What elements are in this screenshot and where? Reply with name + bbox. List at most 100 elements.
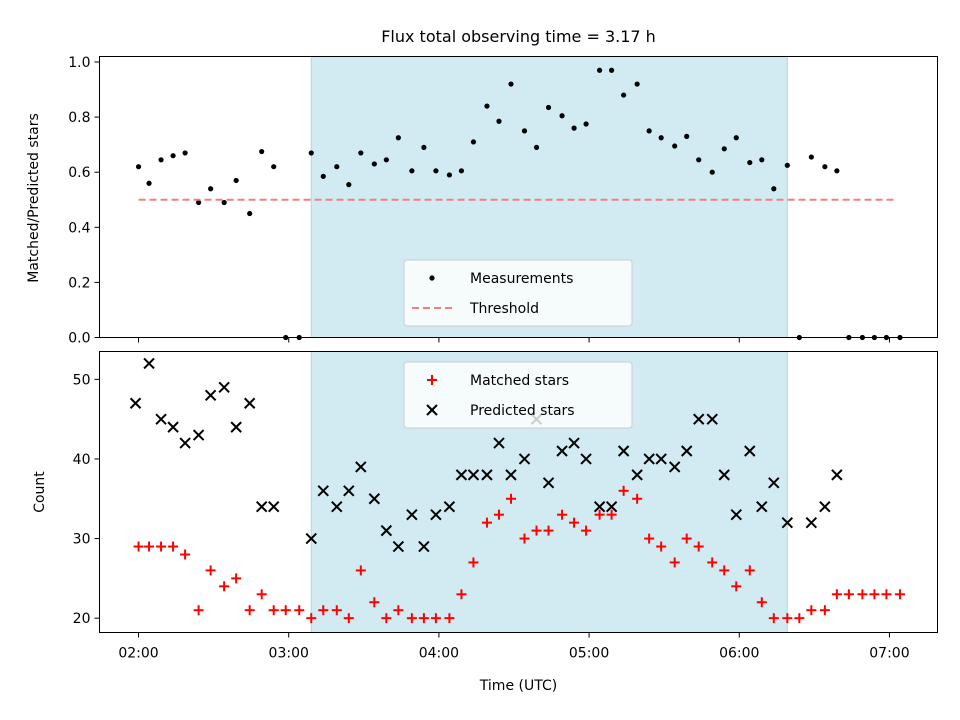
predicted-stars-point [467,469,480,481]
predicted-stars-point [643,453,655,465]
matched-stars-point [831,589,842,600]
predicted-stars-point [580,453,592,465]
measurement-point [334,164,340,170]
measurement-point [759,157,765,163]
top-y-axis-label: Matched/Predicted stars [26,113,42,283]
xtick-label: 02:00 [118,646,158,662]
measurement-point [733,135,739,141]
measurement-point [533,144,540,151]
matched-stars-point [632,493,643,504]
measurement-point [135,164,142,170]
measurement-point [484,103,490,109]
measurement-point [358,150,364,156]
matched-stars-point [144,541,155,552]
measurement-point [747,159,753,166]
predicted-stars-point [481,469,493,481]
matched-stars-point [156,541,167,552]
matched-stars-point [681,533,692,544]
predicted-stars-point [631,469,643,481]
matched-stars-point [519,533,530,544]
measurement-point [170,153,176,159]
matched-stars-point [693,541,704,552]
measurement-point [259,148,265,155]
predicted-stars-point [781,516,794,529]
predicted-stars-point [243,397,256,409]
measurement-point [771,186,777,192]
predicted-stars-point [455,469,468,481]
matched-stars-point [456,589,467,600]
matched-stars-point [219,581,230,592]
matched-stars-point [557,509,568,520]
legend-label: Matched stars [470,373,569,389]
matched-stars-point [418,613,429,624]
measurement-point [609,67,615,73]
legend-predicted-swatch [426,404,438,416]
legend-frame [403,259,633,327]
measurement-point [470,139,477,145]
predicted-stars-point [368,493,381,505]
predicted-stars-point [418,540,430,553]
predicted-stars-point [706,413,718,425]
predicted-stars-point [167,421,179,433]
matched-stars-point [731,581,742,592]
matched-stars-point [268,605,279,616]
measurement-point [146,180,152,186]
predicted-stars-point [392,540,405,553]
predicted-stars-point [518,453,531,465]
matched-stars-point [369,597,380,608]
matched-stars-point [806,605,817,616]
measurement-point [658,135,664,141]
bottom-ytick-label: 20 [73,611,91,627]
predicted-stars-point [143,357,155,370]
matched-stars-point [794,613,805,624]
xtick-label: 06:00 [719,646,759,662]
bottom-ytick-label: 40 [73,452,91,468]
top-series-measurements [135,67,903,341]
matched-stars-point [406,613,417,624]
predicted-stars-point [819,501,831,513]
measurement-point [196,199,202,206]
matched-stars-point [894,589,905,600]
predicted-stars-point [730,508,742,521]
predicted-stars-point [542,477,555,489]
predicted-stars-point [129,397,142,409]
predicted-stars-point [668,461,681,473]
matched-stars-point [594,509,605,520]
legend-label: Predicted stars [470,403,575,419]
top-ytick-label: 0.6 [68,165,90,181]
top-axes-frame [99,56,938,338]
bottom-axes-frame [99,351,938,633]
measurement-point [182,150,188,156]
predicted-stars-point [568,437,580,449]
predicted-stars-point [204,389,217,401]
measurement-point [421,144,427,151]
matched-stars-point [869,589,880,600]
measurement-point [458,168,465,174]
top-legend: Measurements Threshold [403,259,633,327]
top-ytick-label: 0.2 [68,275,90,291]
predicted-stars-point [192,429,205,441]
top-ytick-label: 0.4 [68,220,90,236]
predicted-stars-point [406,508,418,521]
measurement-point [346,182,352,188]
measurement-point [409,168,415,174]
predicted-stars-point [505,469,517,481]
matched-stars-point [481,517,492,528]
predicted-stars-point [617,445,630,457]
matched-stars-point [719,565,730,576]
legend-matched-swatch [427,375,437,385]
matched-stars-point [244,605,255,616]
predicted-stars-point [805,516,818,529]
predicted-stars-point [355,461,367,473]
measurement-point [371,161,377,167]
measurement-point [621,92,627,98]
bottom-ytick-label: 30 [73,532,91,548]
top-chart-title: Flux total observing time = 3.17 h [381,27,656,46]
bottom-panel: 20 30 40 50 02:00 03:00 04:00 05:00 06:00 07:00 Ma… [32,351,938,694]
matched-stars-point [744,565,755,576]
xtick-label: 07:00 [869,646,909,662]
xtick-label: 05:00 [569,646,609,662]
measurement-point [596,67,603,73]
predicted-stars-point [268,501,280,513]
